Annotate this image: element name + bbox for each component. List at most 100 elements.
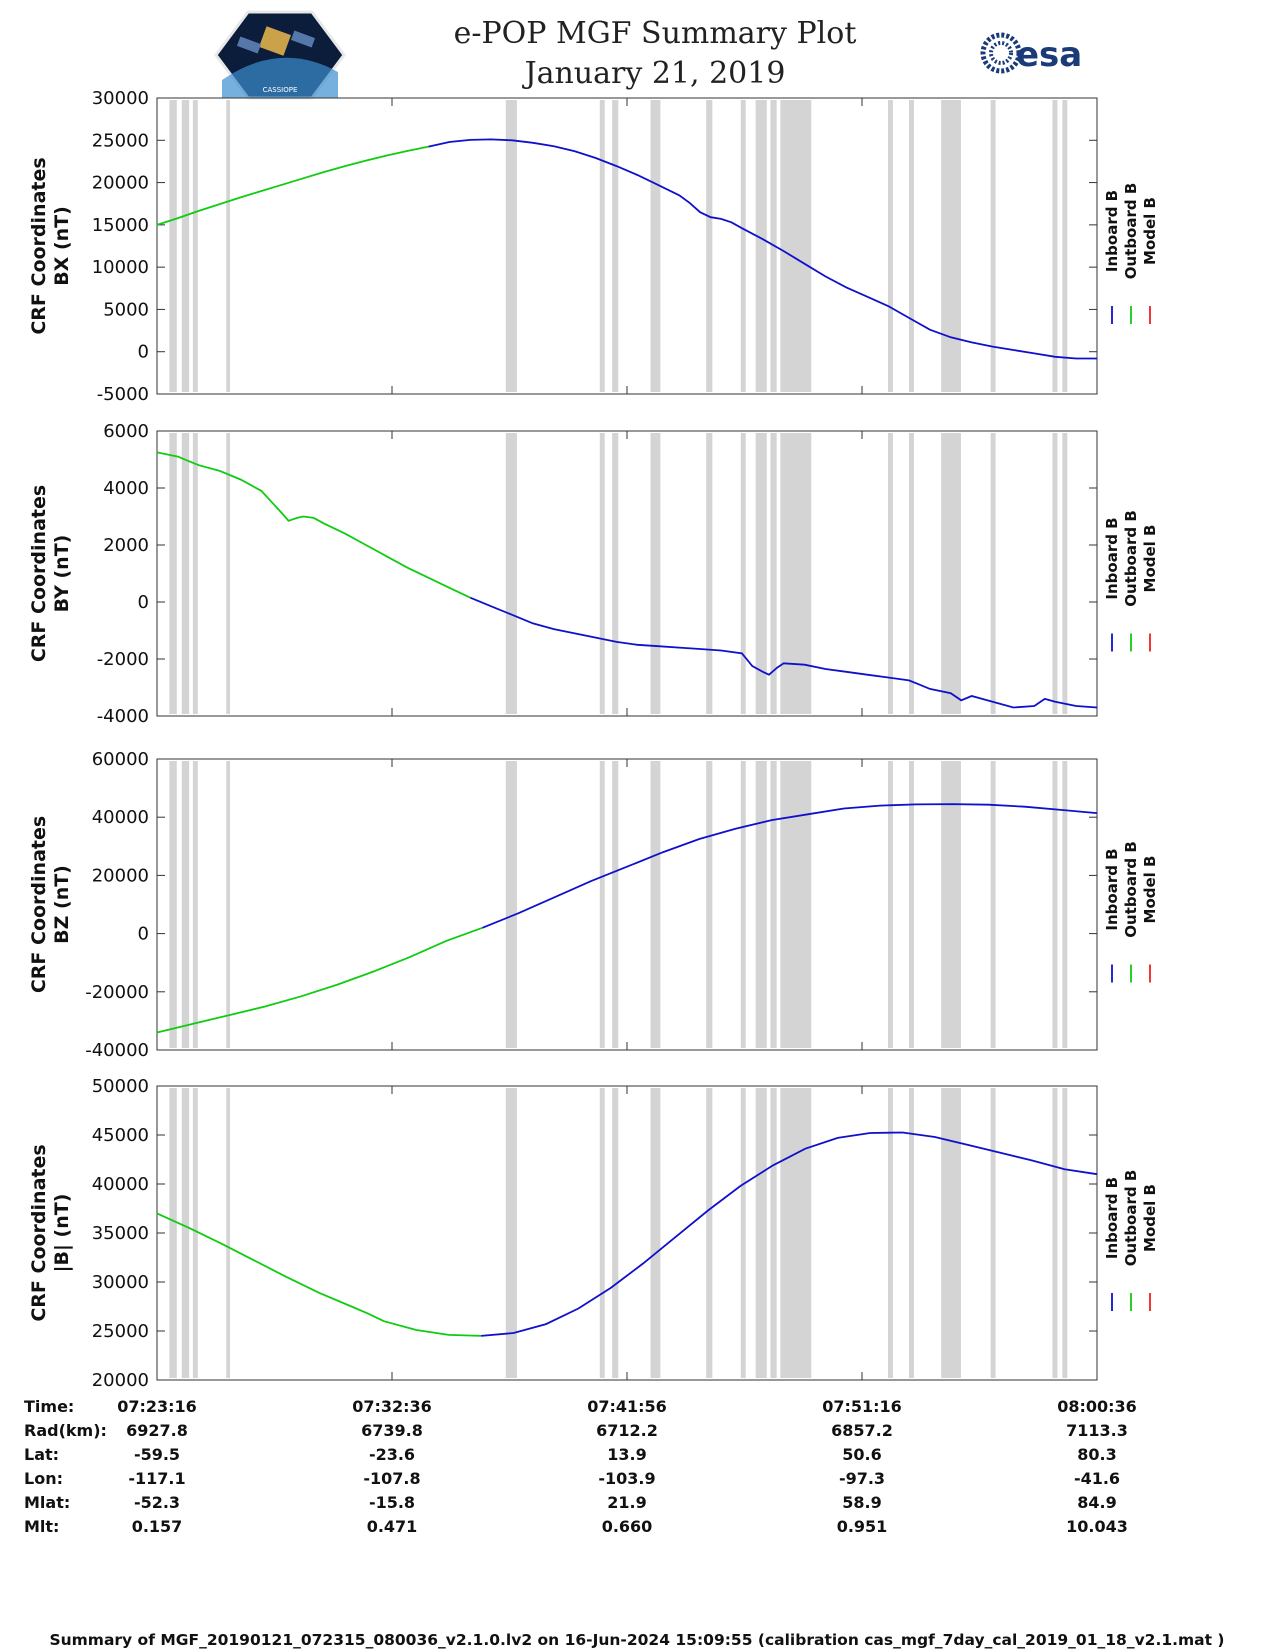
data-gap-band	[181, 761, 190, 1048]
data-gap-band	[650, 1088, 661, 1378]
data-gap-band	[990, 433, 996, 714]
data-gap-band	[226, 433, 230, 714]
y-tick-label: 40000	[92, 1174, 149, 1195]
data-gap-band	[226, 100, 230, 392]
legend-label: Outboard B	[1122, 1170, 1140, 1267]
ephemeris-value: 13.9	[607, 1445, 646, 1464]
esa-logo: esa	[980, 32, 1082, 75]
data-gap-band	[169, 761, 177, 1048]
legend-label: Inboard B	[1103, 1177, 1121, 1259]
logo-text: CASSIOPE	[263, 86, 298, 94]
y-axis-unit-label: BX (nT)	[51, 206, 73, 286]
ephemeris-value: 80.3	[1077, 1445, 1116, 1464]
y-tick-label: 0	[138, 592, 149, 613]
data-gap-band	[1052, 100, 1058, 392]
y-tick-label: 15000	[92, 215, 149, 236]
ephemeris-value: 6712.2	[596, 1421, 658, 1440]
data-gap-band	[226, 1088, 230, 1378]
ephemeris-value: -52.3	[134, 1493, 180, 1512]
y-axis-unit-label: |B| (nT)	[51, 1194, 73, 1273]
panel-2: 6000 4000 2000 0 -2000 -4000 CRF Coordinates BY…	[28, 421, 1159, 727]
data-gap-band	[192, 100, 198, 392]
data-gap-band	[706, 1088, 713, 1378]
data-gap-band	[780, 761, 812, 1048]
y-tick-label: 25000	[92, 130, 149, 151]
ephemeris-value: 0.471	[367, 1517, 418, 1536]
legend-label: Model B	[1141, 856, 1159, 924]
data-gap-band	[740, 761, 746, 1048]
data-gap-band	[740, 1088, 746, 1378]
data-gap-band	[887, 433, 893, 714]
data-gap-band	[740, 433, 746, 714]
y-tick-label: -20000	[85, 982, 149, 1003]
ephemeris-value: 7113.3	[1066, 1421, 1128, 1440]
x-tick-label: 07:51:16	[822, 1397, 902, 1416]
y-tick-label: 6000	[103, 421, 149, 442]
data-gap-band	[706, 761, 713, 1048]
y-tick-label: 60000	[92, 749, 149, 770]
data-gap-band	[1062, 433, 1068, 714]
y-tick-label: -4000	[97, 706, 149, 727]
y-tick-label: 40000	[92, 807, 149, 828]
data-gap-band	[706, 100, 713, 392]
y-axis-label: CRF Coordinates	[28, 485, 50, 662]
ephemeris-value: -59.5	[134, 1445, 180, 1464]
data-gap-band	[650, 761, 661, 1048]
data-gap-band	[887, 100, 893, 392]
y-axis-label: CRF Coordinates	[28, 1144, 50, 1321]
data-gap-band	[780, 100, 812, 392]
data-gap-band	[226, 761, 230, 1048]
ephemeris-row-label: Lon:	[24, 1469, 63, 1488]
y-tick-label: 0	[138, 924, 149, 945]
y-tick-label: 10000	[92, 257, 149, 278]
data-gap-band	[990, 761, 996, 1048]
data-gap-band	[1052, 761, 1058, 1048]
legend-label: Model B	[1141, 525, 1159, 593]
legend-label: Model B	[1141, 197, 1159, 265]
data-gap-band	[599, 100, 605, 392]
data-gap-band	[1052, 1088, 1058, 1378]
cassiope-logo: CASSIOPE	[214, 10, 346, 100]
legend-label: Inboard B	[1103, 190, 1121, 272]
figure-title: e-POP MGF Summary Plot	[454, 16, 857, 51]
ephemeris-row-label: Rad(km):	[24, 1421, 107, 1440]
data-gap-band	[990, 100, 996, 392]
data-gap-band	[755, 761, 767, 1048]
y-tick-label: 2000	[103, 535, 149, 556]
ephemeris-value: -103.9	[598, 1469, 655, 1488]
data-gap-band	[181, 433, 190, 714]
esa-logo-text: esa	[1016, 35, 1082, 75]
data-gap-band	[706, 433, 713, 714]
legend-label: Outboard B	[1122, 183, 1140, 280]
y-tick-label: 20000	[92, 173, 149, 194]
ephemeris-value: -41.6	[1074, 1469, 1120, 1488]
data-gap-band	[887, 1088, 893, 1378]
data-gap-band	[770, 1088, 777, 1378]
data-gap-band	[192, 1088, 198, 1378]
ephemeris-value: 6857.2	[831, 1421, 893, 1440]
data-gap-band	[941, 433, 961, 714]
y-axis-unit-label: BZ (nT)	[51, 865, 73, 944]
data-gap-band	[192, 761, 198, 1048]
y-tick-label: 5000	[103, 299, 149, 320]
y-tick-label: 35000	[92, 1223, 149, 1244]
ephemeris-value: 10.043	[1066, 1517, 1128, 1536]
data-gap-band	[887, 761, 893, 1048]
x-tick-label: 07:41:56	[587, 1397, 667, 1416]
data-gap-band	[650, 100, 661, 392]
inboard-b-line	[428, 138, 1097, 360]
data-gap-band	[181, 1088, 190, 1378]
data-gap-band	[1062, 1088, 1068, 1378]
data-gap-band	[780, 1088, 812, 1378]
data-gap-band	[169, 100, 177, 392]
y-tick-label: 50000	[92, 1076, 149, 1097]
data-gap-band	[599, 433, 605, 714]
data-gap-band	[169, 1088, 177, 1378]
data-gap-band	[505, 433, 517, 714]
outboard-b-line	[156, 926, 483, 1034]
panel-1: 30000 25000 20000 15000 10000 5000 0 -5000 CRF C…	[28, 88, 1159, 405]
y-tick-label: 20000	[92, 1370, 149, 1391]
data-gap-band	[650, 433, 661, 714]
y-tick-label: 45000	[92, 1125, 149, 1146]
data-gap-band	[941, 100, 961, 392]
